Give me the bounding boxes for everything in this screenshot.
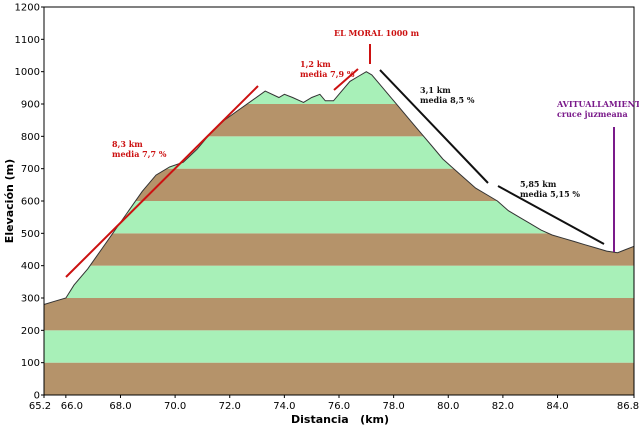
- x-tick-label: 82.0: [492, 401, 514, 412]
- annotation-cruce-juzmeana: cruce juzmeana: [557, 109, 628, 119]
- segment-3-1km-line: [379, 69, 489, 184]
- y-tick-label: 300: [21, 294, 40, 305]
- elevation-band: [44, 362, 634, 395]
- annotation-8-3km-grade: media 7,7 %: [112, 149, 167, 159]
- x-tick-label: 84.0: [546, 401, 568, 412]
- elevation-band: [44, 265, 634, 298]
- x-tick-label: 78.0: [382, 401, 404, 412]
- y-tick-label: 0: [34, 391, 40, 402]
- segment-8-3km-line: [65, 85, 259, 278]
- annotation-segments: [65, 44, 615, 278]
- annotation-1-2km-grade: media 7,9 %: [300, 69, 355, 79]
- y-tick-label: 600: [21, 197, 40, 208]
- annotation-1-2km-distance: 1,2 km: [300, 59, 331, 69]
- y-tick-label: 100: [21, 358, 40, 369]
- y-tick-label: 700: [21, 164, 40, 175]
- y-tick-label: 1000: [15, 67, 40, 78]
- y-tick-label: 900: [21, 100, 40, 111]
- y-tick-label: 200: [21, 326, 40, 337]
- x-tick-label: 76.0: [328, 401, 350, 412]
- x-axis-title: Distancia (km): [291, 413, 389, 426]
- x-axis-ticks: 65.2 66.0 68.0 70.0 72.0 74.0 76.0 78.0 80.0 82.0…: [29, 395, 639, 412]
- y-tick-label: 1200: [15, 3, 40, 14]
- x-tick-label: 86.8: [617, 401, 639, 412]
- segment-5-85km-line: [497, 185, 605, 245]
- annotation-5-85km-distance: 5,85 km: [520, 179, 557, 189]
- annotation-3-1km-distance: 3,1 km: [420, 85, 451, 95]
- elevation-band: [44, 298, 634, 331]
- annotation-3-1km-grade: media 8,5 %: [420, 95, 475, 105]
- annotation-labels: EL MORAL 1000 m 8,3 km media 7,7 % 1,2 k…: [112, 28, 639, 199]
- y-axis-ticks: 0 100 200 300 400 500 600 700 800 900 1000 1100 1200: [15, 3, 44, 402]
- elevation-band: [44, 330, 634, 363]
- x-tick-label: 68.0: [109, 401, 131, 412]
- x-tick-label: 70.0: [164, 401, 186, 412]
- annotation-8-3km-distance: 8,3 km: [112, 139, 143, 149]
- y-tick-label: 500: [21, 229, 40, 240]
- x-tick-label: 80.0: [437, 401, 459, 412]
- y-tick-label: 800: [21, 132, 40, 143]
- y-tick-label: 400: [21, 261, 40, 272]
- x-tick-label: 72.0: [219, 401, 241, 412]
- annotation-5-85km-grade: media 5,15 %: [520, 189, 580, 199]
- annotation-el-moral: EL MORAL 1000 m: [334, 28, 420, 38]
- y-tick-label: 1100: [15, 35, 40, 46]
- elevation-band: [44, 233, 634, 266]
- x-tick-label: 66.0: [61, 401, 83, 412]
- x-tick-label: 74.0: [273, 401, 295, 412]
- y-axis-title: Elevación (m): [3, 159, 16, 243]
- x-tick-label: 65.2: [29, 401, 51, 412]
- annotation-avituallamiento: AVITUALLAMIENTO: [556, 99, 639, 109]
- segment-1-2km-line: [333, 68, 359, 91]
- elevation-profile-line: [43, 71, 635, 305]
